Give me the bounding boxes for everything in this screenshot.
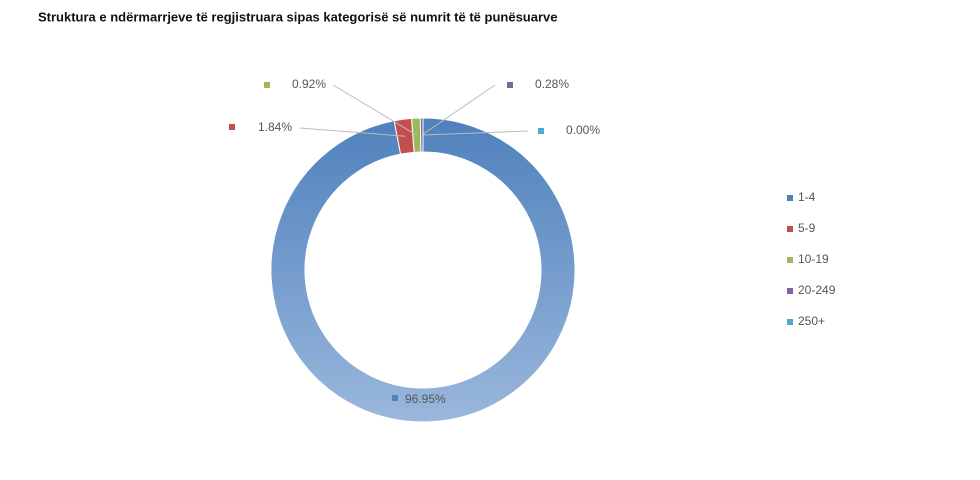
data-label: 0.92% (292, 77, 326, 91)
label-marker (392, 395, 398, 401)
legend-label: 20-249 (798, 283, 836, 297)
label-marker (538, 128, 544, 134)
legend-marker (787, 195, 793, 201)
data-label: 0.00% (566, 123, 600, 137)
leader-line (332, 84, 417, 136)
data-label: 0.28% (535, 77, 569, 91)
data-label: 96.95% (405, 392, 446, 406)
data-label: 1.84% (258, 120, 292, 134)
chart-title: Struktura e ndërmarrjeve të regjistruara… (38, 9, 558, 24)
legend-label: 10-19 (798, 252, 829, 266)
label-marker (507, 82, 513, 88)
legend-label: 1-4 (798, 190, 816, 204)
leader-line (299, 127, 406, 137)
legend-marker (787, 226, 793, 232)
leader-line (421, 84, 496, 136)
legend-label: 250+ (798, 314, 825, 328)
label-marker (264, 82, 270, 88)
donut-slice (270, 117, 576, 423)
legend-marker (787, 288, 793, 294)
legend-label: 5-9 (798, 221, 816, 235)
label-marker (229, 124, 235, 130)
legend-marker (787, 319, 793, 325)
leader-line (422, 130, 529, 136)
legend-marker (787, 257, 793, 263)
